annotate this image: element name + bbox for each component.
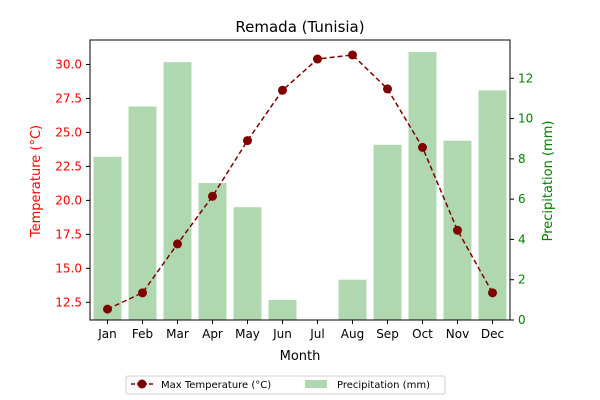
x-tick-label: Jan	[97, 327, 117, 341]
temperature-line-path	[107, 54, 494, 310]
temp-point-nov	[453, 225, 462, 235]
y-axis-temperature: 12.5 15.0 17.5 20.0 22.5 25.0 27.5 30.0	[55, 57, 90, 309]
temp-point-apr	[208, 191, 217, 201]
precip-bar-mar	[163, 62, 192, 321]
temp-point-jan	[103, 304, 112, 314]
y-left-tick-label: 12.5	[55, 295, 82, 309]
y-left-tick-label: 15.0	[55, 261, 82, 275]
precip-bar-sep	[373, 144, 402, 320]
legend-label-precipitation: Precipitation (mm)	[337, 380, 430, 391]
precip-bar-aug	[338, 279, 367, 320]
precip-bar-jan	[93, 156, 122, 320]
y-right-tick-label: 4	[518, 232, 526, 246]
legend-box	[125, 375, 446, 395]
y-left-tick-label: 27.5	[55, 91, 82, 105]
precip-bar-jun	[268, 299, 297, 320]
temp-point-sep	[383, 84, 392, 94]
x-tick-label: May	[235, 327, 260, 341]
precip-bar-apr	[198, 183, 227, 320]
y-right-tick-label: 2	[518, 273, 526, 287]
temp-point-dec	[488, 288, 497, 298]
y-right-tick-label: 8	[518, 152, 526, 166]
temperature-line	[103, 50, 497, 314]
temp-point-may	[243, 136, 252, 146]
y-left-tick-label: 17.5	[55, 227, 82, 241]
temp-point-mar	[173, 239, 182, 249]
precip-bar-may	[233, 207, 262, 320]
x-tick-label: Apr	[202, 327, 223, 341]
temp-point-jul	[313, 54, 322, 64]
chart-title: Remada (Tunisia)	[235, 18, 364, 36]
y-left-tick-label: 30.0	[55, 57, 82, 71]
legend: Max Temperature (°C) Precipitation (mm)	[125, 375, 446, 395]
x-tick-label: Sep	[376, 327, 399, 341]
x-axis-label: Month	[280, 349, 321, 364]
y-right-tick-label: 10	[518, 112, 533, 126]
precip-bar-feb	[128, 106, 157, 320]
precip-bar-dec	[478, 90, 507, 320]
x-tick-label: Dec	[481, 327, 504, 341]
precipitation-bars	[93, 52, 507, 321]
y-left-tick-label: 22.5	[55, 159, 82, 173]
y-right-tick-label: 0	[518, 313, 526, 327]
x-axis: Jan Feb Mar Apr May Jun Jul Aug Sep Oct Nov Dec	[97, 320, 504, 341]
x-tick-label: Nov	[446, 327, 469, 341]
precip-bar-oct	[408, 52, 437, 320]
x-tick-label: Aug	[341, 327, 364, 341]
legend-bar-swatch	[305, 380, 327, 388]
temp-point-feb	[138, 288, 147, 298]
x-tick-label: Feb	[132, 327, 153, 341]
x-tick-label: Jul	[309, 327, 324, 341]
y-left-tick-label: 25.0	[55, 125, 82, 139]
y-axis-precipitation: 0 2 4 6 8 10 12	[510, 71, 533, 327]
x-tick-label: Mar	[166, 327, 189, 341]
temp-point-jun	[278, 85, 287, 95]
temp-point-aug	[348, 50, 357, 60]
legend-label-temperature: Max Temperature (°C)	[161, 380, 271, 391]
legend-marker-swatch	[137, 379, 147, 389]
y-axis-left-label: Temperature (°C)	[29, 125, 44, 238]
y-right-tick-label: 6	[518, 192, 526, 206]
temp-point-oct	[418, 142, 427, 152]
y-right-tick-label: 12	[518, 71, 533, 85]
plot-frame	[89, 39, 511, 321]
y-axis-right-label: Precipitation (mm)	[541, 121, 556, 242]
x-tick-label: Jun	[272, 327, 292, 341]
y-left-tick-label: 20.0	[55, 193, 82, 207]
x-tick-label: Oct	[412, 327, 433, 341]
